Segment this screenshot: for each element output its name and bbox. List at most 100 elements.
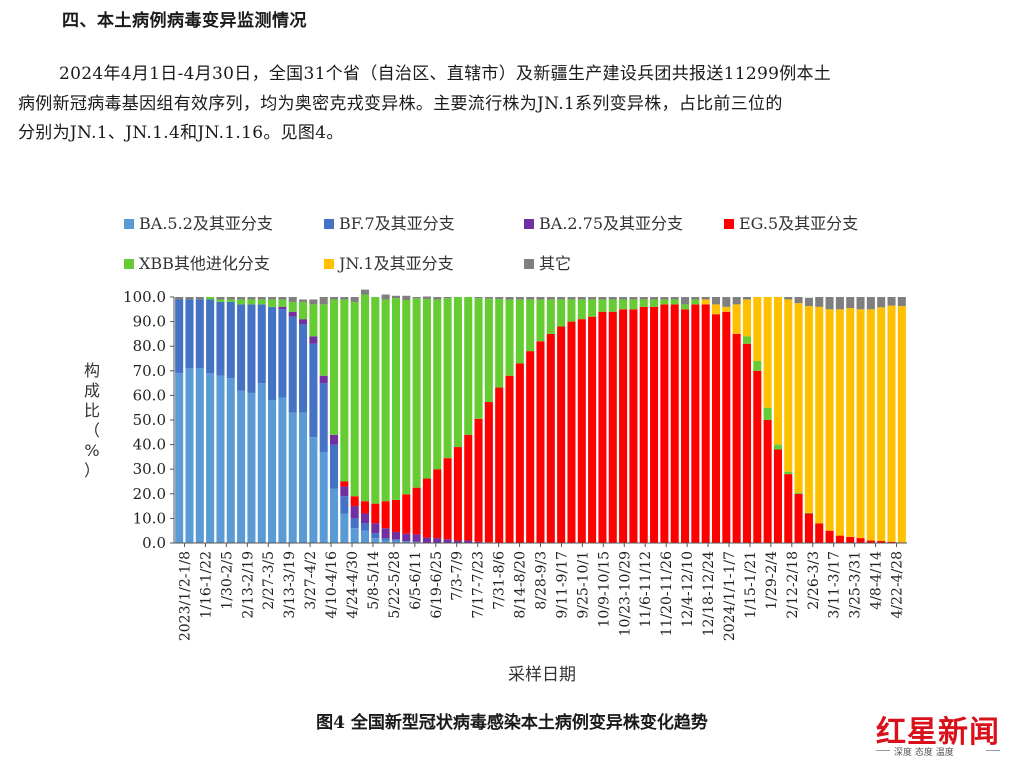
- bar-segment: [484, 297, 493, 299]
- bar-segment: [381, 540, 390, 543]
- bar-segment: [505, 375, 514, 543]
- logo-text: 红星新闻: [876, 715, 1000, 750]
- bar-segment: [350, 301, 359, 497]
- bar-segment: [278, 397, 287, 543]
- bar-segment: [877, 307, 886, 542]
- brand-logo: 红星新闻 深度 态度 温度: [876, 707, 1016, 759]
- bar-segment: [391, 298, 400, 500]
- bar-segment: [474, 418, 483, 542]
- bar-segment: [371, 523, 380, 534]
- bar-segment: [340, 297, 349, 300]
- bar-segment: [402, 299, 411, 495]
- x-tick-label: 9/11-9/17: [554, 551, 570, 619]
- bar-segment: [495, 297, 504, 299]
- bar-segment: [237, 299, 246, 305]
- bar-segment: [732, 297, 741, 305]
- bar-segment: [722, 297, 731, 307]
- bar-segment: [288, 412, 297, 543]
- bar-segment: [784, 474, 793, 543]
- bar-segment: [577, 297, 586, 300]
- bar-segment: [433, 299, 442, 470]
- bar-segment: [608, 299, 617, 312]
- bar-segment: [536, 299, 545, 342]
- bar-segment: [226, 378, 235, 543]
- bar-segment: [257, 304, 266, 384]
- bar-segment: [846, 308, 855, 537]
- x-tick-label: 5/8-5/14: [366, 551, 382, 610]
- bar-segment: [557, 299, 566, 327]
- bar-segment: [825, 530, 834, 543]
- bar-segment: [567, 297, 576, 300]
- bar-segment: [577, 299, 586, 320]
- x-tick-label: 2/26-3/3: [806, 551, 822, 610]
- bar-segment: [216, 375, 225, 543]
- bar-segment: [639, 299, 648, 307]
- bar-segment: [619, 299, 628, 310]
- bar-segment: [443, 539, 452, 543]
- bar-segment: [402, 541, 411, 542]
- legend-label: BA.2.75及其亚分支: [539, 214, 683, 233]
- bar-segment: [619, 309, 628, 543]
- legend-swatch: [124, 219, 134, 229]
- bar-segment: [866, 297, 875, 310]
- bar-segment: [309, 343, 318, 438]
- bar-segment: [577, 319, 586, 543]
- x-tick-label: 2/13-2/19: [240, 551, 256, 619]
- paragraph-line-2: 病例新冠病毒基因组有效序列，均为奥密克戎变异株。主要流行株为JN.1系列变异株，…: [18, 93, 783, 114]
- bar-segment: [237, 390, 246, 543]
- legend-swatch: [124, 259, 134, 269]
- bar-segment: [433, 297, 442, 300]
- y-tick-label: 100.0: [123, 288, 166, 306]
- bar-segment: [288, 316, 297, 413]
- bar-segment: [319, 375, 328, 384]
- bar-segment: [216, 301, 225, 376]
- bar-segment: [691, 297, 700, 300]
- y-tick-label: 10.0: [133, 509, 166, 527]
- y-tick-label: 70.0: [133, 362, 166, 380]
- bar-segment: [588, 299, 597, 317]
- x-tick-label: 3/27-4/2: [303, 551, 319, 610]
- bar-segment: [660, 304, 669, 543]
- bar-segment: [815, 523, 824, 543]
- bar-segment: [226, 301, 235, 379]
- bar-segment: [846, 297, 855, 309]
- legend-label: EG.5及其亚分支: [739, 214, 858, 233]
- bar-segment: [350, 496, 359, 507]
- bar-segment: [237, 297, 246, 300]
- y-tick-label: 0.0: [142, 534, 166, 552]
- bar-segment: [329, 434, 339, 445]
- bar-segment: [495, 387, 504, 543]
- bar-segment: [846, 536, 855, 543]
- variant-trend-chart: BA.5.2及其亚分支 BF.7及其亚分支 BA.2.75及其亚分支 EG.5及其亚分…: [84, 214, 907, 685]
- x-tick-label: 7/17-7/23: [471, 551, 487, 619]
- bar-segment: [639, 306, 648, 543]
- bar-segment: [639, 297, 648, 300]
- bar-segment: [422, 537, 431, 543]
- x-tick-label: 2/12-2/18: [785, 551, 801, 619]
- bar-segment: [856, 538, 865, 543]
- bar-segment: [526, 351, 535, 543]
- bar-segment: [536, 297, 545, 300]
- bar-segment: [340, 486, 349, 497]
- bar-segment: [773, 297, 782, 445]
- bar-segment: [701, 299, 710, 305]
- bar-segment: [288, 311, 297, 317]
- x-tick-label: 3/13-3/19: [282, 551, 298, 619]
- x-tick-label: 8/28-9/3: [534, 551, 550, 610]
- x-axis-label: 采样日期: [508, 665, 576, 685]
- legend-label: XBB其他进化分支: [139, 254, 270, 273]
- bar-segment: [412, 297, 421, 299]
- legend-label: BF.7及其亚分支: [339, 214, 455, 233]
- bar-segment: [422, 296, 431, 299]
- y-tick-label: 90.0: [133, 313, 166, 331]
- bar-segment: [515, 299, 524, 364]
- x-tick-label: 4/24-4/30: [345, 551, 361, 619]
- bar-segment: [247, 304, 256, 393]
- y-axis-label-char: 成: [84, 381, 100, 400]
- bar-segment: [536, 341, 545, 543]
- bar-segment: [773, 444, 782, 450]
- bar-segment: [340, 481, 349, 487]
- bar-segment: [216, 299, 225, 302]
- bar-segment: [546, 333, 555, 543]
- bar-segment: [422, 298, 431, 479]
